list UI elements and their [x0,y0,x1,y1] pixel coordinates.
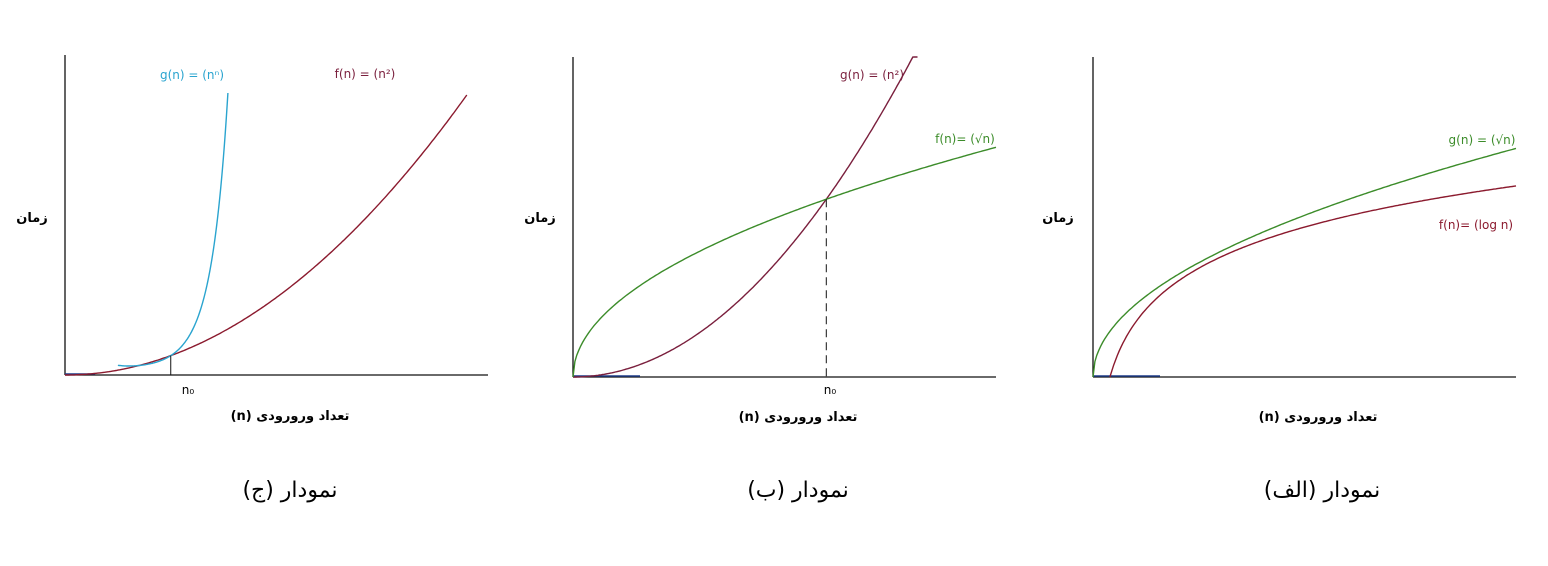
chart-c-caption: نمودار (ج) [242,478,337,503]
chart-a-legend-g: g(n) = (√n) [1449,133,1516,147]
chart-a-series-g-sqrt-n [1093,148,1516,377]
chart-b-caption: نمودار (ب) [747,478,849,503]
chart-c-y-label: زمان [16,211,48,226]
chart-a-caption: نمودار (الف) [1264,478,1381,503]
chart-b-x-label: تعداد ورورودی (n) [739,410,858,425]
chart-b-y-label: زمان [524,211,556,226]
chart-c-series-g-n-power [118,93,228,366]
chart-b-series-g-n-squared [573,57,918,377]
chart-a: زمان تعداد ورورودی (n) g(n) = (√n) f(n)=… [1042,57,1516,503]
chart-a-y-label: زمان [1042,211,1074,226]
chart-c: n₀ زمان تعداد ورورودی (n) f(n) = (n²) g(… [16,55,488,503]
chart-a-legend-f: f(n)= (log n) [1439,218,1513,232]
chart-b-legend-f: f(n)= (√n) [935,132,995,146]
chart-b-series-f-sqrt-n [573,147,996,377]
chart-a-series-f-log-n [1110,186,1516,377]
chart-a-x-label: تعداد ورورودی (n) [1259,410,1378,425]
chart-b: n₀ زمان تعداد ورورودی (n) g(n) = (n²) f(… [524,57,996,503]
chart-c-x-label: تعداد ورورودی (n) [231,409,350,424]
chart-c-legend-f: f(n) = (n²) [335,67,396,81]
chart-c-series-f-n-squared [65,95,467,375]
chart-c-tick-n0: n₀ [182,383,195,397]
chart-c-legend-g: g(n) = (nⁿ) [160,68,224,82]
chart-b-tick-n0: n₀ [824,383,837,397]
chart-b-legend-g: g(n) = (n²) [840,68,904,82]
